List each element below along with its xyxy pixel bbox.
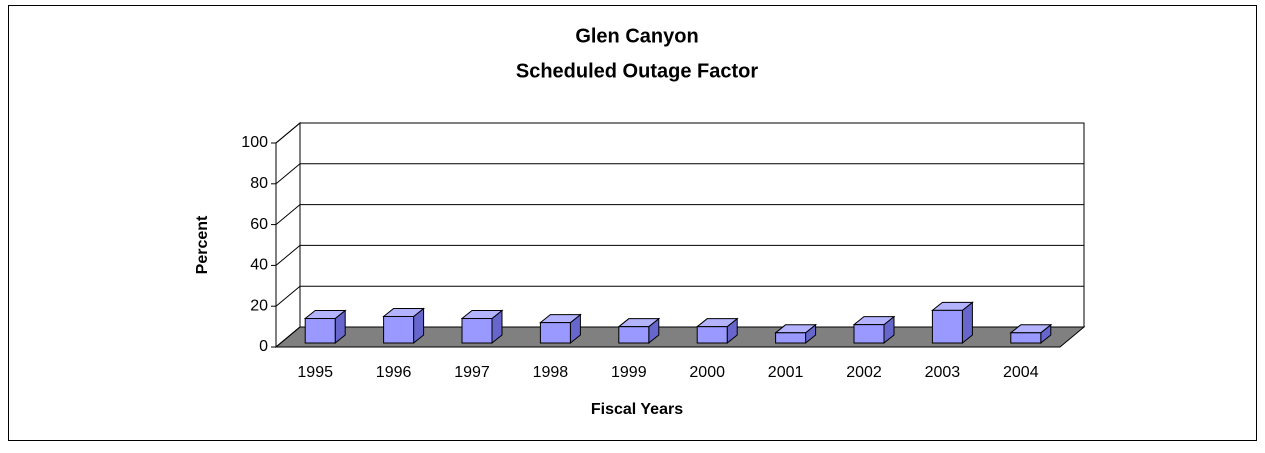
- side-grid-line: [275, 285, 301, 307]
- y-tick-label: 100: [241, 134, 268, 151]
- side-grid-line: [275, 245, 301, 266]
- chart-title: Glen Canyon: [575, 25, 698, 47]
- side-grid-line: [275, 204, 301, 225]
- bar: [304, 318, 336, 344]
- x-tick-label: 1998: [533, 364, 569, 381]
- bar: [383, 315, 415, 344]
- x-tick-label: 1996: [376, 364, 412, 381]
- bar: [696, 326, 728, 344]
- bar: [539, 322, 571, 344]
- y-tick-label: 80: [250, 175, 268, 192]
- y-axis-title: Percent: [194, 215, 211, 274]
- side-grid-line: [275, 122, 301, 144]
- y-tick-label: 20: [250, 297, 268, 314]
- bar: [775, 332, 807, 344]
- bar: [618, 326, 650, 344]
- x-tick-label: 2002: [846, 364, 882, 381]
- x-tick-label: 1999: [611, 364, 647, 381]
- x-tick-label: 2001: [768, 364, 804, 381]
- side-wall: [275, 121, 301, 349]
- y-tick-label: 40: [250, 257, 268, 274]
- back-wall: [299, 122, 1085, 328]
- x-tick-label: 1997: [454, 364, 490, 381]
- bar: [1010, 332, 1042, 344]
- y-tick-label: 0: [259, 338, 268, 355]
- bar: [853, 324, 885, 344]
- x-tick-label: 2004: [1003, 364, 1039, 381]
- x-axis-title: Fiscal Years: [591, 401, 683, 418]
- y-tick-label: 60: [250, 216, 268, 233]
- x-tick-label: 1995: [297, 364, 333, 381]
- x-tick-label: 2003: [925, 364, 961, 381]
- x-tick-label: 2000: [689, 364, 725, 381]
- chart-subtitle: Scheduled Outage Factor: [516, 60, 758, 82]
- side-grid-line: [275, 326, 301, 348]
- bar: [931, 309, 963, 344]
- side-grid-line: [275, 163, 301, 185]
- bar: [461, 318, 493, 344]
